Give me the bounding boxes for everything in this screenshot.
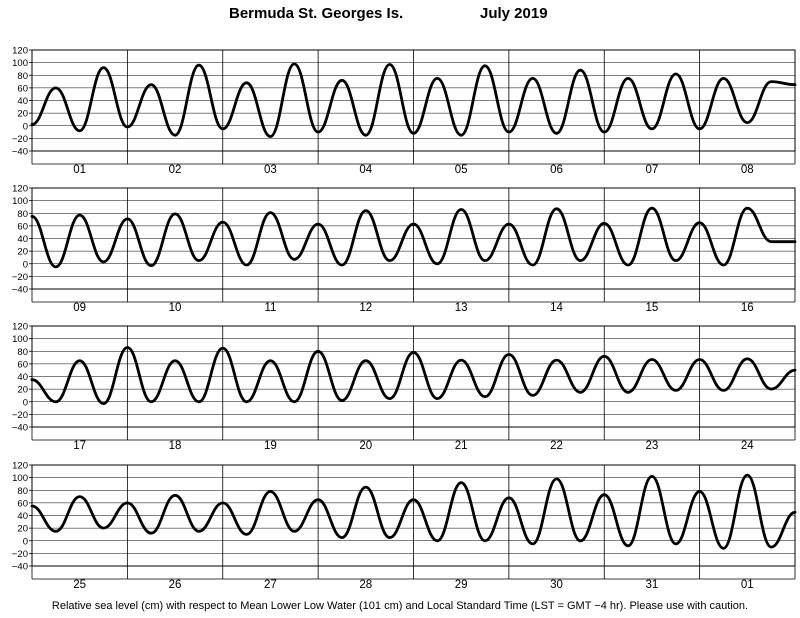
tide-curve [30, 346, 797, 405]
day-label: 04 [359, 164, 372, 176]
y-tick-label: 80 [17, 486, 28, 497]
chart-title: Bermuda St. Georges Is. July 2019 [0, 3, 800, 27]
y-tick-label: 80 [17, 209, 28, 220]
day-label: 23 [646, 440, 659, 452]
month-label: July 2019 [480, 5, 548, 22]
day-label: 29 [455, 579, 468, 591]
y-tick-label: 40 [17, 511, 28, 522]
day-label: 22 [550, 440, 563, 452]
y-tick-label: −40 [12, 423, 28, 434]
y-tick-label: 40 [17, 96, 28, 107]
day-label: 14 [550, 302, 563, 314]
y-tick-label: −40 [12, 562, 28, 573]
y-tick-label: −20 [12, 272, 28, 283]
day-label: 03 [264, 164, 277, 176]
y-tick-label: 40 [17, 372, 28, 383]
y-tick-label: 20 [17, 247, 28, 258]
y-tick-label: 100 [12, 58, 28, 69]
y-tick-label: 80 [17, 71, 28, 82]
day-label: 24 [741, 440, 754, 452]
day-label: 02 [169, 164, 182, 176]
y-tick-label: 60 [17, 359, 28, 370]
day-label: 19 [264, 440, 277, 452]
day-label: 06 [550, 164, 563, 176]
y-tick-label: 120 [12, 322, 28, 333]
y-tick-label: 100 [12, 196, 28, 207]
y-tick-label: 60 [17, 498, 28, 509]
y-tick-label: 120 [12, 461, 28, 472]
y-tick-label: −20 [12, 410, 28, 421]
day-label: 05 [455, 164, 468, 176]
day-label: 07 [646, 164, 659, 176]
y-tick-label: 100 [12, 334, 28, 345]
y-tick-label: 20 [17, 524, 28, 535]
station-name: Bermuda St. Georges Is. [229, 5, 404, 22]
y-tick-label: 20 [17, 385, 28, 396]
tide-curve [30, 473, 797, 550]
day-label: 12 [359, 302, 372, 314]
day-label: 10 [169, 302, 182, 314]
day-label: 09 [73, 302, 86, 314]
day-label: 25 [73, 579, 86, 591]
day-label: 18 [169, 440, 182, 452]
y-tick-label: 60 [17, 221, 28, 232]
day-label: 28 [359, 579, 372, 591]
day-label: 13 [455, 302, 468, 314]
y-tick-label: −20 [12, 134, 28, 145]
day-label: 26 [169, 579, 182, 591]
day-label: 16 [741, 302, 754, 314]
day-label: 20 [359, 440, 372, 452]
y-tick-label: 20 [17, 109, 28, 120]
day-label: 17 [73, 440, 86, 452]
panel-frame [31, 187, 796, 290]
day-label: 11 [264, 302, 276, 314]
panel-frame [31, 325, 796, 428]
day-label: 08 [741, 164, 754, 176]
y-tick-label: 0 [23, 259, 28, 270]
tide-curve [30, 62, 797, 138]
y-tick-label: −40 [12, 285, 28, 296]
footnote: Relative sea level (cm) with respect to … [51, 600, 749, 612]
y-tick-label: 120 [12, 46, 28, 57]
day-label: 01 [73, 164, 86, 176]
day-label: 27 [264, 579, 277, 591]
y-tick-label: −20 [12, 549, 28, 560]
day-label: 31 [646, 579, 659, 591]
day-label: 21 [455, 440, 468, 452]
panel-frame [31, 464, 796, 567]
y-tick-label: 60 [17, 83, 28, 94]
y-tick-label: 0 [23, 536, 28, 547]
y-tick-label: 0 [23, 397, 28, 408]
day-label: 30 [550, 579, 563, 591]
y-tick-label: −40 [12, 147, 28, 158]
y-tick-label: 80 [17, 347, 28, 358]
tide-curve [30, 206, 797, 269]
y-tick-label: 40 [17, 234, 28, 245]
panel-frame [31, 49, 796, 152]
day-label: 15 [646, 302, 659, 314]
day-label: 01 [741, 579, 754, 591]
y-tick-label: 100 [12, 473, 28, 484]
y-tick-label: 120 [12, 184, 28, 195]
y-tick-label: 0 [23, 121, 28, 132]
